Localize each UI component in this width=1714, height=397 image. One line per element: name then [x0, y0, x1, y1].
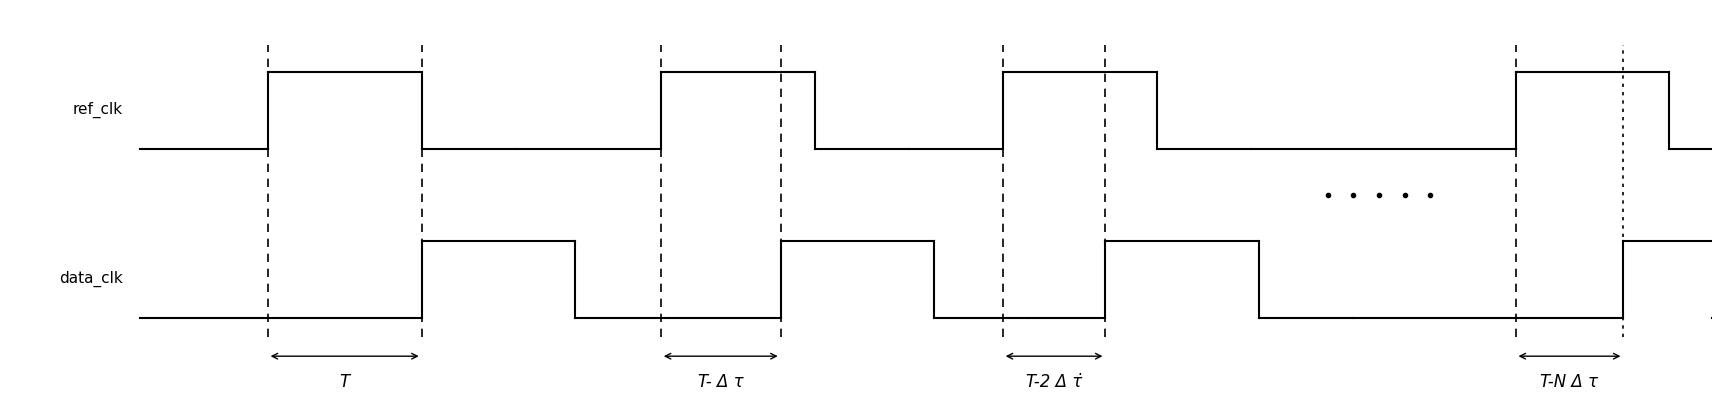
Text: T-2 Δ τ̇: T-2 Δ τ̇	[1025, 374, 1082, 391]
Text: ref_clk: ref_clk	[72, 102, 122, 118]
Text: T-N Δ τ: T-N Δ τ	[1539, 374, 1597, 391]
Text: T- Δ τ: T- Δ τ	[698, 374, 744, 391]
Text: T: T	[339, 374, 350, 391]
Text: data_clk: data_clk	[58, 271, 122, 287]
